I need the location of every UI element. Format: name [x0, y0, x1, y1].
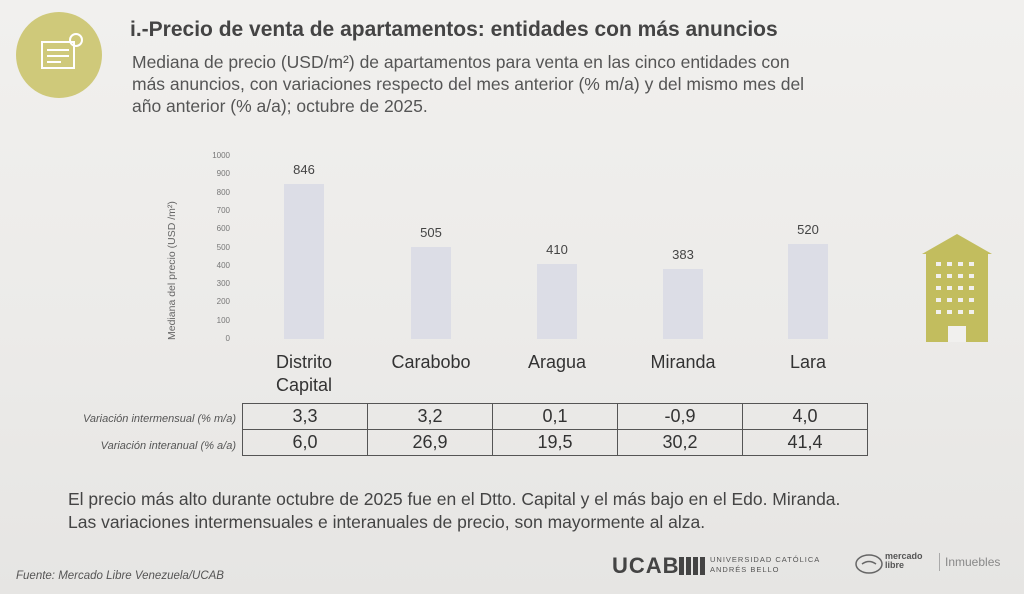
y-tick-label: 0 — [225, 334, 230, 343]
y-tick-label: 800 — [216, 187, 230, 197]
table-cell: 6,0 — [242, 429, 368, 456]
bar-value-label: 383 — [672, 246, 694, 262]
y-tick-label: 1000 — [212, 151, 230, 160]
table-cell: 4,0 — [742, 403, 868, 430]
ucab-sub-line: ANDRÉS BELLO — [710, 565, 780, 574]
bar-value-label: 505 — [420, 224, 442, 240]
y-tick-label: 600 — [216, 224, 230, 234]
ml-line: libre — [885, 560, 905, 570]
category-label-line: Aragua — [527, 352, 587, 372]
ml-line: mercado — [885, 551, 923, 561]
y-tick-label: 700 — [216, 205, 230, 215]
subtitle-line: año anterior (% a/a); octubre de 2025. — [132, 96, 428, 116]
bar-value-label: 520 — [797, 221, 819, 237]
table-cell: 19,5 — [492, 429, 618, 456]
subtitle-line: Mediana de precio (USD/m²) de apartament… — [132, 52, 790, 72]
page-subtitle: Mediana de precio (USD/m²) de apartament… — [132, 51, 952, 117]
footer-divider — [939, 553, 940, 571]
bar — [411, 246, 451, 339]
row-label-interanual: Variación interanual (% a/a) — [100, 440, 236, 452]
category-label-line: Capital — [275, 375, 333, 395]
mercado-libre-logo-text: mercado libre — [885, 552, 923, 570]
bar — [537, 263, 577, 339]
table-cell: 3,2 — [367, 403, 493, 430]
ucab-logo-text: UCAB — [612, 553, 680, 578]
y-tick-label: 400 — [216, 260, 230, 270]
ucab-sub-line: UNIVERSIDAD CATÓLICA — [710, 555, 821, 564]
table-cell: 3,3 — [242, 403, 368, 430]
table-cell: 41,4 — [742, 429, 868, 456]
y-tick-label: 300 — [216, 279, 230, 289]
subtitle-line: más anuncios, con variaciones respecto d… — [132, 74, 805, 94]
ucab-logo-icon — [679, 557, 705, 575]
source-note: Fuente: Mercado Libre Venezuela/UCAB — [16, 570, 224, 582]
y-tick-label: 500 — [216, 242, 230, 252]
y-tick-label: 900 — [216, 169, 230, 179]
building-icon — [922, 234, 992, 342]
bar — [284, 184, 324, 339]
bar — [663, 268, 703, 339]
table-row: 6,0 26,9 19,5 30,2 41,4 — [242, 429, 868, 456]
category-label: Miranda — [613, 351, 753, 374]
bar-value-label: 410 — [546, 241, 568, 257]
category-label: Aragua — [487, 351, 627, 374]
table-row: 3,3 3,2 0,1 -0,9 4,0 — [242, 403, 868, 430]
table-cell: -0,9 — [617, 403, 743, 430]
category-label-line: Distrito — [275, 352, 332, 372]
conclusion-line: El precio más alto durante octubre de 20… — [68, 489, 841, 509]
y-tick-label: 100 — [216, 315, 230, 325]
y-tick-label: 200 — [216, 297, 230, 307]
row-label-intermensual: Variación intermensual (% m/a) — [82, 413, 236, 425]
category-label-line: Miranda — [650, 352, 716, 372]
y-axis-label: Mediana del precio (USD /m²) — [166, 201, 178, 340]
mercado-libre-icon — [855, 554, 883, 574]
table-cell: 30,2 — [617, 429, 743, 456]
category-label-line: Lara — [789, 352, 827, 372]
bar-value-label: 846 — [293, 162, 315, 178]
conclusion-line: Las variaciones intermensuales e interan… — [68, 512, 706, 532]
inmuebles-label: Inmuebles — [945, 555, 1001, 569]
category-label: Lara — [738, 351, 878, 374]
page-title: i.-Precio de venta de apartamentos: enti… — [130, 18, 778, 41]
category-label: Distrito Capital — [234, 351, 374, 397]
ucab-subtitle: UNIVERSIDAD CATÓLICA ANDRÉS BELLO — [710, 555, 820, 575]
document-icon — [41, 33, 83, 69]
report-logo — [16, 12, 102, 98]
variation-table: 3,3 3,2 0,1 -0,9 4,0 6,0 26,9 19,5 30,2 … — [242, 403, 868, 456]
table-cell: 0,1 — [492, 403, 618, 430]
bar — [788, 243, 828, 339]
category-label: Carabobo — [361, 351, 501, 374]
conclusion-text: El precio más alto durante octubre de 20… — [68, 488, 1008, 534]
category-label-line: Carabobo — [391, 352, 471, 372]
table-cell: 26,9 — [367, 429, 493, 456]
